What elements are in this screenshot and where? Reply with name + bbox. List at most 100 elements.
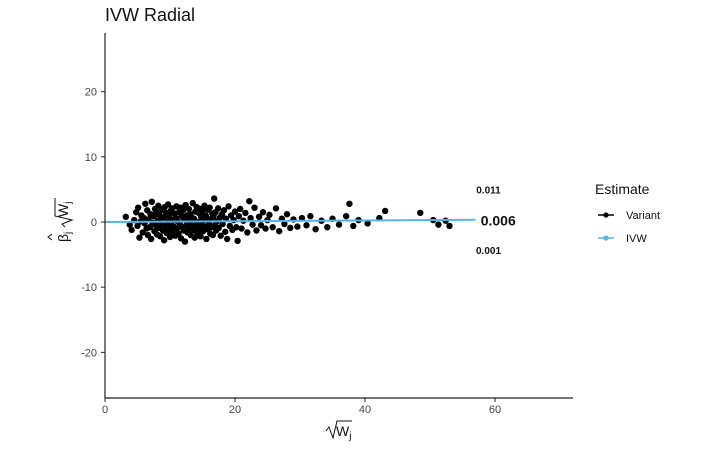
svg-text:Wj: Wj	[55, 202, 74, 217]
variant-point	[142, 200, 149, 207]
annotations: 0.011 0.006 0.001	[476, 185, 516, 257]
variant-point	[312, 225, 319, 233]
variant-point	[242, 209, 249, 217]
variant-point	[147, 235, 155, 243]
variant-point	[181, 238, 189, 245]
ivw-line	[104, 218, 476, 224]
sqrt-symbol-y	[54, 198, 74, 228]
variant-point	[247, 214, 254, 222]
variant-point	[166, 233, 174, 241]
y-axis-title-beta: β	[55, 234, 71, 242]
variant-point	[201, 202, 208, 209]
variant-point	[342, 212, 350, 220]
variant-point	[157, 233, 164, 240]
variant-point	[244, 229, 251, 236]
variant-point	[136, 234, 143, 241]
variant-point	[259, 209, 267, 216]
x-axis-title-sub: j	[348, 431, 351, 442]
variant-point	[173, 225, 181, 232]
y-tick-label: 20	[85, 87, 97, 99]
variant-point	[215, 224, 222, 232]
variant-point	[220, 207, 228, 214]
variant-point	[231, 208, 239, 215]
variant-point	[435, 221, 442, 228]
slope-annotation: 0.011	[476, 185, 501, 196]
variant-point	[219, 220, 226, 228]
chart-title: IVW Radial	[105, 5, 195, 25]
variant-point	[134, 204, 142, 211]
variant-point	[217, 232, 224, 239]
variant-point	[122, 213, 129, 221]
y-tick-label: -20	[81, 347, 97, 359]
legend-title: Estimate	[595, 181, 650, 197]
variant-point	[346, 200, 353, 207]
x-tick-label: 0	[102, 404, 108, 416]
variant-point	[225, 203, 232, 210]
variant-point	[253, 227, 260, 234]
variant-point	[262, 225, 269, 232]
x-tick-label: 20	[229, 404, 241, 416]
variant-point	[283, 210, 291, 218]
variant-point	[364, 220, 371, 227]
variant-point	[206, 204, 213, 211]
variant-point	[269, 224, 276, 231]
y-axis-title-beta-sub: j	[63, 232, 74, 235]
variant-point	[324, 224, 331, 231]
variant-point	[164, 201, 172, 208]
ivw-line-layer	[104, 218, 476, 224]
variant-point	[266, 211, 273, 219]
variant-point	[234, 237, 241, 245]
legend-entry-variant: Variant	[598, 210, 660, 222]
variant-point	[251, 204, 258, 211]
x-tick-label: 40	[359, 404, 371, 416]
legend-key-variant-point	[603, 212, 609, 218]
sqrt-symbol-x	[325, 420, 352, 440]
variant-point	[350, 222, 357, 230]
legend-key-ivw-point	[603, 235, 609, 241]
y-ticks: -20 -10 0 10 20	[81, 87, 105, 359]
variant-point	[203, 235, 210, 243]
legend: Estimate Variant IVW	[595, 181, 660, 245]
variant-point	[199, 207, 206, 215]
variant-point	[235, 212, 243, 220]
variant-point	[128, 226, 135, 234]
svg-text:βj: βj	[55, 232, 74, 242]
variant-point	[381, 207, 389, 215]
y-tick-label: 10	[85, 152, 97, 164]
variant-point	[209, 231, 217, 239]
variant-point	[281, 220, 288, 228]
y-tick-label: 0	[91, 217, 97, 229]
variant-point	[298, 214, 306, 222]
variant-point	[272, 205, 280, 212]
x-axis-title-base: W	[336, 423, 350, 439]
variant-point	[238, 225, 245, 232]
variant-point	[249, 221, 256, 228]
variant-point	[303, 222, 310, 229]
legend-label-ivw: IVW	[626, 233, 647, 245]
variant-point	[237, 205, 244, 213]
variant-point	[417, 209, 424, 217]
slope-annotation: 0.001	[476, 246, 501, 257]
variant-point	[179, 207, 187, 214]
variant-point	[134, 222, 141, 230]
y-tick-label: -10	[81, 282, 97, 294]
variant-point	[335, 221, 343, 228]
svg-text:Wj: Wj	[336, 423, 351, 442]
variant-point	[307, 212, 314, 220]
variant-point	[155, 202, 162, 209]
variant-point	[224, 235, 231, 243]
variant-point	[276, 227, 283, 235]
variant-point	[294, 223, 301, 230]
variant-point	[189, 199, 196, 207]
x-axis-title: Wj	[325, 420, 352, 442]
variant-point	[230, 216, 237, 224]
x-ticks: 0 20 40 60	[102, 398, 501, 416]
y-axis-title: βj Wj	[47, 198, 74, 242]
y-axis-title-w-sub: j	[63, 202, 74, 205]
slope-annotation: 0.006	[481, 213, 516, 229]
legend-entry-ivw: IVW	[598, 233, 647, 245]
variant-point	[148, 198, 155, 206]
variant-point	[197, 233, 204, 240]
hat-symbol	[47, 233, 53, 241]
